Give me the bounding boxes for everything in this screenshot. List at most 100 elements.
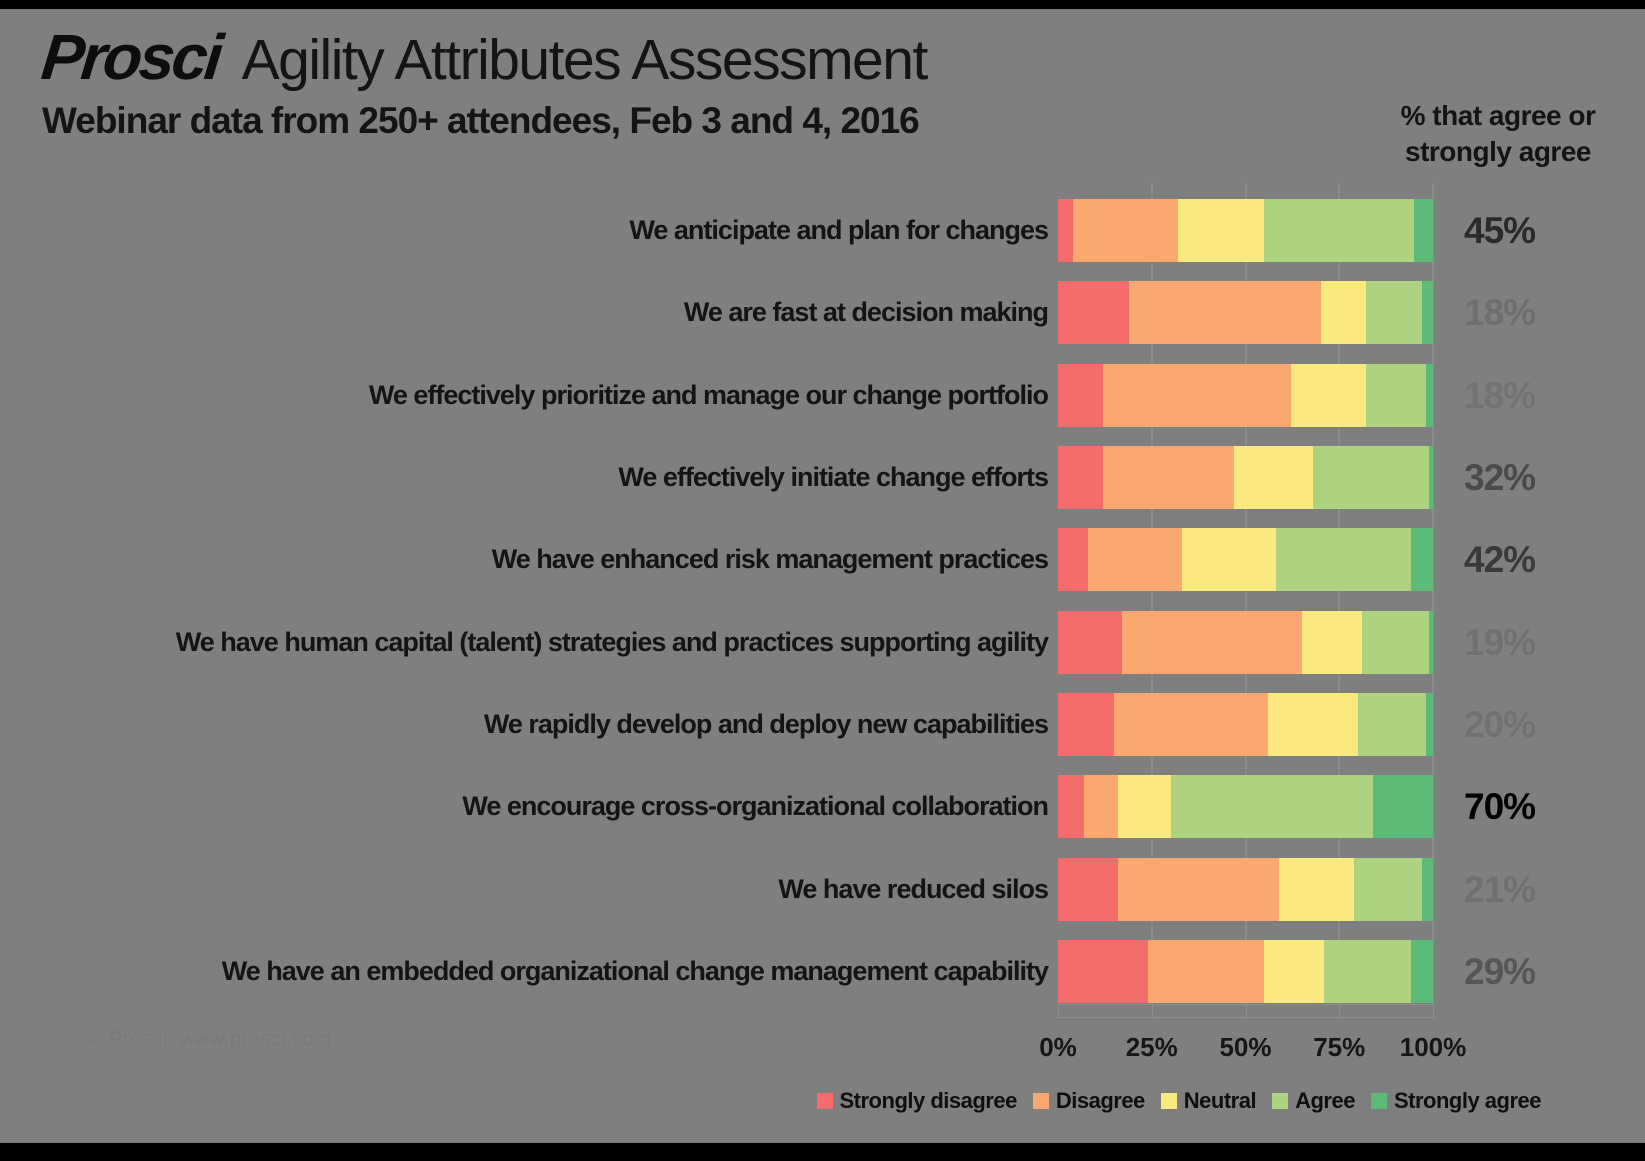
- legend-swatch-strongly-agree: [1370, 1093, 1387, 1109]
- legend-swatch-disagree: [1032, 1093, 1049, 1109]
- category-label: We rapidly develop and deploy new capabi…: [483, 709, 1049, 739]
- stacked-bar: [1058, 446, 1433, 509]
- bar-segment-neutral: [1118, 775, 1171, 838]
- bar-segment-strongly-disagree: [1058, 281, 1130, 344]
- bar-segment-strongly-agree: [1421, 281, 1433, 344]
- legend-item-disagree: Disagree: [1032, 1088, 1145, 1114]
- bar-segment-strongly-agree: [1410, 528, 1433, 591]
- bar-segment-agree: [1361, 611, 1430, 674]
- bar-segment-strongly-agree: [1421, 858, 1433, 921]
- agree-total-label: 32%: [1464, 456, 1536, 498]
- x-axis-tick-label: 50%: [1219, 1032, 1272, 1062]
- legend: Strongly disagree Disagree Neutral Agree Str…: [816, 1088, 1542, 1114]
- bar-segment-agree: [1324, 940, 1411, 1003]
- agree-total-label: 70%: [1464, 785, 1536, 827]
- agree-total-label: 19%: [1464, 621, 1536, 663]
- x-axis-tick: [1433, 1004, 1434, 1017]
- legend-item-agree: Agree: [1272, 1088, 1355, 1114]
- bar-segment-agree: [1170, 775, 1373, 838]
- bar-segment-neutral: [1264, 940, 1325, 1003]
- category-label: We have an embedded organizational chang…: [221, 956, 1049, 986]
- bar-segment-agree: [1365, 364, 1426, 427]
- stacked-bar: [1058, 528, 1433, 591]
- plot-gridline-75: [1338, 183, 1341, 1004]
- bar-segment-strongly-agree: [1429, 611, 1433, 674]
- bar-segment-neutral: [1178, 199, 1265, 262]
- x-axis-line: [1058, 1017, 1434, 1018]
- agree-total-label: 18%: [1464, 291, 1536, 333]
- bottom-border-strip: [0, 1143, 1645, 1161]
- stacked-bar: [1058, 775, 1433, 838]
- legend-swatch-neutral: [1160, 1093, 1177, 1109]
- category-label: We are fast at decision making: [683, 297, 1049, 327]
- bar-segment-strongly-disagree: [1058, 940, 1148, 1003]
- bar-segment-agree: [1354, 858, 1422, 921]
- x-axis-tick: [1339, 1004, 1341, 1017]
- category-label: We have enhanced risk management practic…: [491, 544, 1049, 574]
- legend-swatch-agree: [1272, 1093, 1289, 1109]
- stacked-bar: [1058, 940, 1433, 1003]
- x-axis-tick: [1245, 1004, 1247, 1017]
- legend-label-strongly-agree: Strongly agree: [1393, 1088, 1542, 1113]
- bar-segment-disagree: [1103, 446, 1235, 509]
- bar-segment-disagree: [1073, 199, 1178, 262]
- bar-segment-disagree: [1114, 693, 1268, 756]
- stacked-bar: [1058, 611, 1433, 674]
- bar-segment-agree: [1365, 281, 1422, 344]
- category-label: We have reduced silos: [778, 874, 1049, 904]
- bar-segment-neutral: [1268, 693, 1358, 756]
- bar-segment-strongly-agree: [1429, 446, 1433, 509]
- agree-total-label: 20%: [1464, 703, 1536, 745]
- stacked-bar: [1058, 693, 1433, 756]
- legend-item-neutral: Neutral: [1160, 1088, 1257, 1114]
- category-label: We anticipate and plan for changes: [629, 215, 1049, 245]
- x-axis-tick-label: 100%: [1399, 1032, 1467, 1062]
- bar-segment-strongly-disagree: [1058, 199, 1073, 262]
- top-border-strip: [0, 0, 1645, 9]
- agree-total-label: 45%: [1464, 209, 1536, 251]
- stacked-bar: [1058, 364, 1433, 427]
- legend-label-disagree: Disagree: [1055, 1088, 1145, 1113]
- category-label: We encourage cross-organizational collab…: [462, 791, 1049, 821]
- agree-total-label: 29%: [1464, 950, 1536, 992]
- legend-label-neutral: Neutral: [1183, 1088, 1257, 1113]
- legend-label-strongly-disagree: Strongly disagree: [839, 1088, 1018, 1113]
- legend-label-agree: Agree: [1295, 1088, 1355, 1113]
- bar-segment-strongly-agree: [1410, 940, 1433, 1003]
- x-axis-tick-label: 0%: [1039, 1032, 1077, 1062]
- page-title: Agility Attributes Assessment: [241, 28, 929, 92]
- bar-segment-neutral: [1279, 858, 1355, 921]
- category-label: We effectively initiate change efforts: [618, 462, 1049, 492]
- bar-segment-strongly-agree: [1425, 364, 1433, 427]
- bar-segment-disagree: [1103, 364, 1291, 427]
- agree-column-header: % that agree or strongly agree: [1400, 100, 1596, 167]
- plot-gridline-25: [1150, 183, 1153, 1004]
- bar-segment-neutral: [1234, 446, 1313, 509]
- page-subtitle: Webinar data from 250+ attendees, Feb 3 …: [42, 100, 920, 141]
- bar-segment-disagree: [1084, 775, 1118, 838]
- bar-segment-neutral: [1320, 281, 1366, 344]
- bar-segment-strongly-disagree: [1058, 775, 1085, 838]
- bar-segment-strongly-agree: [1414, 199, 1433, 262]
- category-label: We have human capital (talent) strategie…: [175, 627, 1049, 657]
- x-axis-tick: [1058, 1004, 1059, 1017]
- header: Prosci Agility Attributes Assessment: [38, 20, 929, 94]
- bar-segment-strongly-disagree: [1058, 693, 1115, 756]
- agree-total-label: 21%: [1464, 868, 1536, 910]
- bar-segment-agree: [1358, 693, 1426, 756]
- bar-segment-disagree: [1148, 940, 1265, 1003]
- x-axis-tick-label: 75%: [1313, 1032, 1366, 1062]
- bar-segment-disagree: [1121, 611, 1302, 674]
- copyright-note: © Prosci. www.prosci.com: [88, 1028, 332, 1050]
- bar-segment-disagree: [1129, 281, 1321, 344]
- bar-segment-strongly-disagree: [1058, 611, 1122, 674]
- legend-swatch-strongly-disagree: [816, 1093, 833, 1109]
- stacked-bar: [1058, 858, 1433, 921]
- bar-segment-agree: [1275, 528, 1411, 591]
- legend-item-strongly-disagree: Strongly disagree: [816, 1088, 1018, 1114]
- plot-gridline-100: [1432, 183, 1434, 1004]
- x-axis-tick-label: 25%: [1125, 1032, 1178, 1062]
- agree-total-label: 42%: [1464, 538, 1536, 580]
